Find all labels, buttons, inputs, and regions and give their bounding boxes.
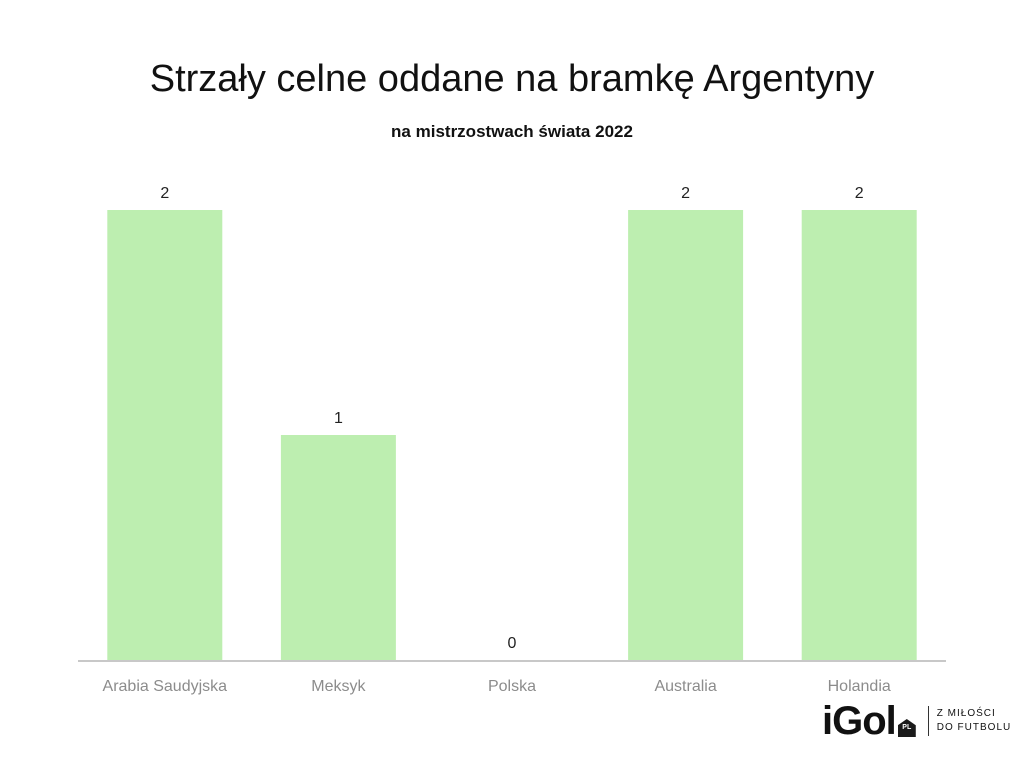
x-tick-label-2: Polska (488, 678, 536, 695)
bars-group (107, 210, 917, 660)
bar-3 (628, 210, 744, 660)
value-label-2: 0 (508, 635, 517, 652)
x-tick-label-0: Arabia Saudyjska (103, 678, 228, 695)
value-label-4: 2 (855, 185, 864, 202)
logo-badge-icon: PL (897, 719, 916, 737)
value-label-3: 2 (681, 185, 690, 202)
x-tick-label-3: Australia (654, 678, 716, 695)
logo-divider (927, 706, 929, 736)
logo-wordmark: iGol (822, 699, 897, 743)
chart-subtitle: na mistrzostwach świata 2022 (391, 122, 633, 141)
labels-group: 2 Arabia Saudyjska 1 Meksyk 0 Polska 2 Australi… (103, 185, 891, 695)
x-tick-label-1: Meksyk (311, 678, 366, 695)
logo-tagline: Z MIŁOŚCI DO FUTBOLU (937, 707, 1011, 735)
igol-logo: iGol PL Z MIŁOŚCI DO FUTBOLU (822, 698, 1011, 744)
tagline-line-2: DO FUTBOLU (936, 722, 1012, 733)
value-label-1: 1 (334, 410, 343, 427)
bar-0 (107, 210, 223, 660)
bar-1 (280, 435, 396, 660)
x-tick-label-4: Holandia (828, 678, 891, 695)
chart-title: Strzały celne oddane na bramkę Argentyny (149, 58, 875, 100)
tagline-line-1: Z MIŁOŚCI (936, 708, 996, 719)
value-label-0: 2 (160, 185, 169, 202)
bar-4 (801, 210, 917, 660)
